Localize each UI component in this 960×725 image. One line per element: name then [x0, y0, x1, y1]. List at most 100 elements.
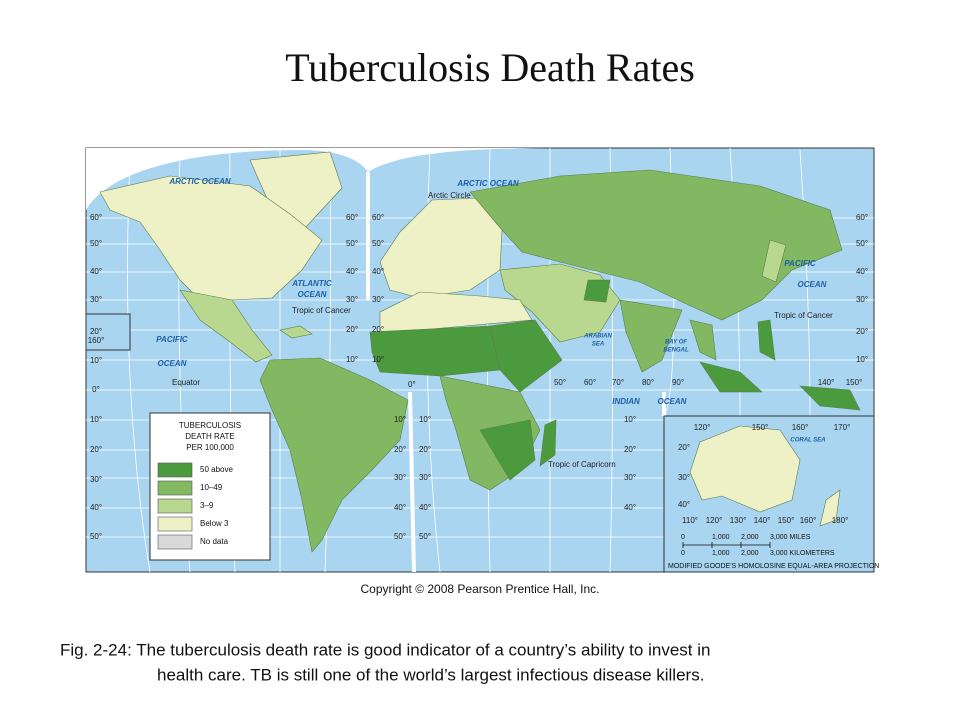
graticule-label: 30°: [346, 295, 358, 304]
line-label: 0°: [408, 380, 416, 389]
ocean-label: PACIFIC: [784, 259, 816, 268]
graticule-label: 10°: [394, 415, 406, 424]
scale-label: 2,000: [741, 550, 759, 557]
graticule-label: 50°: [90, 532, 102, 541]
ocean-label: OCEAN: [658, 397, 687, 406]
graticule-label: 50°: [90, 239, 102, 248]
graticule-label: 90°: [672, 378, 684, 387]
graticule-label: 50°: [419, 532, 431, 541]
graticule-label: 110°: [682, 516, 698, 525]
graticule-label: 30°: [678, 473, 690, 482]
graticule-label: 0°: [92, 385, 100, 394]
graticule-label: 180°: [832, 516, 849, 525]
graticule-label: 30°: [856, 295, 868, 304]
graticule-label: 40°: [372, 267, 384, 276]
scale-label: 0: [681, 534, 685, 541]
line-label: Tropic of Cancer: [292, 306, 351, 315]
graticule-label: 160°: [792, 423, 809, 432]
scale-label: 3,000 KILOMETERS: [770, 550, 835, 557]
legend-label: 50 above: [200, 465, 233, 474]
line-label: Tropic of Capricorn: [548, 460, 616, 469]
sea-label: CORAL SEA: [790, 438, 825, 444]
scale-label: 0: [681, 550, 685, 557]
sahel: [369, 325, 501, 377]
legend-title: DEATH RATE: [185, 432, 234, 441]
legend-label: Below 3: [200, 519, 229, 528]
graticule-label: 10°: [90, 356, 102, 365]
legend-swatch: [157, 462, 193, 478]
graticule-label: 160°: [800, 516, 817, 525]
legend-swatch: [157, 498, 193, 514]
graticule-label: 10°: [90, 415, 102, 424]
graticule-label: 20°: [624, 445, 636, 454]
new-guinea: [799, 385, 861, 411]
graticule-label: 10°: [372, 355, 384, 364]
legend-label: 3–9: [200, 501, 214, 510]
scale-label: 2,000: [741, 534, 759, 541]
ocean-label: ATLANTIC: [291, 279, 332, 288]
graticule-label: 40°: [90, 503, 102, 512]
graticule-label: 60°: [90, 213, 102, 222]
new-zealand: [819, 489, 841, 527]
graticule-label: 50°: [346, 239, 358, 248]
ocean-label: ARCTIC OCEAN: [168, 177, 231, 186]
graticule-label: 120°: [694, 423, 711, 432]
europe: [379, 197, 503, 299]
graticule-label: 60°: [584, 378, 596, 387]
graticule-label: 20°: [372, 325, 384, 334]
interruption: [408, 391, 666, 573]
graticule-label: 130°: [730, 516, 747, 525]
indonesia: [699, 361, 763, 393]
graticule-label: 50°: [554, 378, 566, 387]
line-label: Arctic Circle: [428, 191, 471, 200]
graticule-label: 10°: [856, 355, 868, 364]
india: [619, 299, 683, 373]
scale-label: 1,000: [712, 550, 730, 557]
scale-label: 3,000 MILES: [770, 534, 811, 541]
ocean-label: OCEAN: [798, 280, 827, 289]
graticule-label: 60°: [346, 213, 358, 222]
line-label: Tropic of Cancer: [774, 311, 833, 320]
inset-land: [689, 425, 841, 527]
asia: [469, 169, 843, 321]
ocean-label: OCEAN: [298, 290, 327, 299]
graticule-label: 40°: [856, 267, 868, 276]
graticule-label: 50°: [372, 239, 384, 248]
graticule-label: 10°: [624, 415, 636, 424]
scale-label: 1,000: [712, 534, 730, 541]
graticule-label: 30°: [90, 295, 102, 304]
sea-label: ARABIAN: [583, 334, 612, 340]
hawaii-inset: [85, 313, 131, 351]
graticule-label: 20°: [419, 445, 431, 454]
interruption: [86, 148, 560, 210]
graticule-label: 20°: [856, 327, 868, 336]
afghanistan: [583, 279, 611, 303]
graticule-label: 40°: [90, 267, 102, 276]
southern-africa: [479, 419, 536, 481]
scale-bar: 0 1,000 2,000 3,000 MILES 0 1,000 2,000 3,000 K…: [681, 534, 835, 557]
graticule-label: 150°: [778, 516, 795, 525]
legend-title: PER 100,000: [186, 443, 234, 452]
projection: MODIFIED GOODE'S HOMOLOSINE EQUAL-AREA P…: [668, 563, 879, 570]
central-america: [179, 289, 273, 363]
caribbean: [279, 325, 313, 339]
philippines: [757, 319, 776, 361]
ocean-label: INDIAN: [612, 397, 640, 406]
graticule-label: 20°: [678, 443, 690, 452]
southeast-asia: [689, 319, 717, 361]
ocean-label: ARCTIC OCEAN: [456, 179, 519, 188]
graticule-label: 160°: [88, 336, 105, 345]
australia: [689, 425, 801, 513]
legend-swatch: [157, 480, 193, 496]
graticule-label: 30°: [372, 295, 384, 304]
graticule-label: 170°: [834, 423, 851, 432]
sea-label: BENGAL: [663, 348, 689, 354]
graticule-label: 10°: [346, 355, 358, 364]
graticule-label: 140°: [818, 378, 835, 387]
graticule-label: 50°: [856, 239, 868, 248]
graticule-label: 40°: [346, 267, 358, 276]
graticule-label: 150°: [846, 378, 863, 387]
graticule-label: 120°: [706, 516, 723, 525]
sea-label: SEA: [592, 342, 604, 348]
